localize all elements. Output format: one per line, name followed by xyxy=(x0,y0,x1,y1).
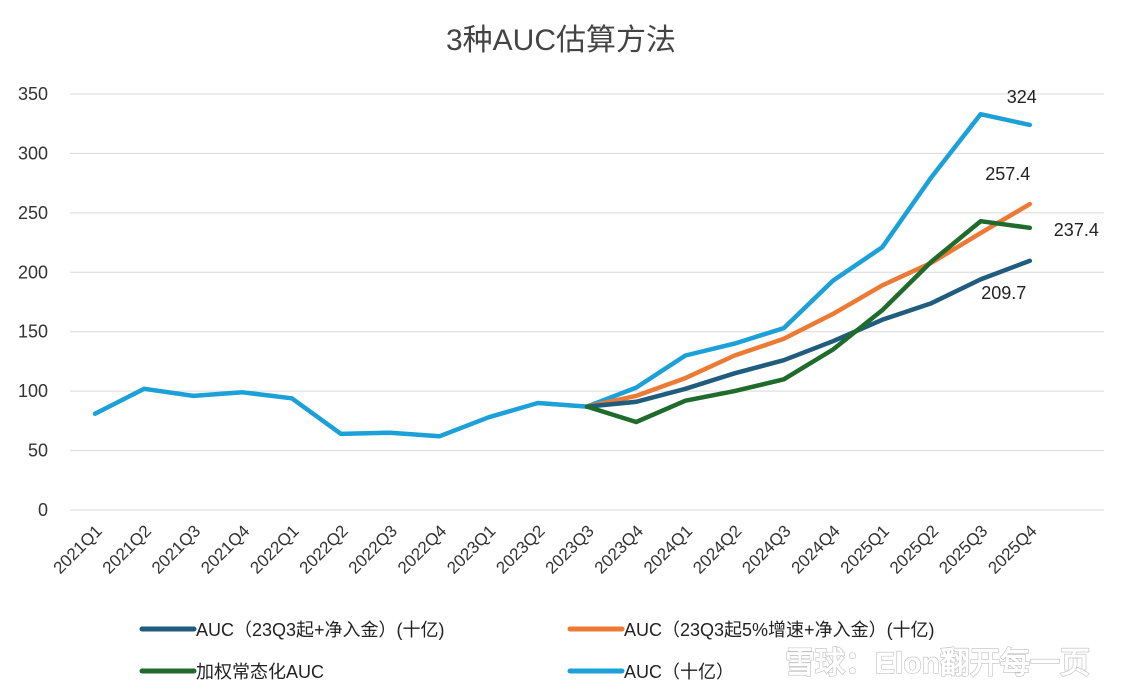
data-label: 209.7 xyxy=(981,283,1026,303)
data-labels: 324 257.4 237.4 209.7 xyxy=(981,87,1099,303)
x-tick-label: 2025Q3 xyxy=(935,521,991,577)
series-line-2 xyxy=(584,218,1033,425)
legend: AUC（23Q3起+净入金）(十亿) AUC（23Q3起5%增速+净入金）(十亿)… xyxy=(139,620,935,682)
x-tick-label: 2023Q1 xyxy=(443,521,499,577)
chart-title: 3种AUC估算方法 xyxy=(446,24,676,57)
x-tick-label: 2024Q2 xyxy=(689,521,745,577)
x-tick-label: 2024Q1 xyxy=(640,521,696,577)
y-tick-label: 0 xyxy=(38,500,48,520)
x-axis-ticks: 2021Q12021Q22021Q32021Q42022Q12022Q22022… xyxy=(50,521,1041,577)
y-tick-label: 50 xyxy=(28,441,48,461)
x-tick-label: 2021Q1 xyxy=(50,521,106,577)
x-tick-label: 2024Q4 xyxy=(788,521,844,577)
x-tick-label: 2023Q3 xyxy=(542,521,598,577)
y-tick-label: 300 xyxy=(18,143,48,163)
x-tick-label: 2023Q4 xyxy=(591,521,647,577)
legend-label-0: AUC（23Q3起+净入金）(十亿) xyxy=(196,620,445,640)
y-tick-label: 150 xyxy=(18,322,48,342)
y-axis-ticks: 0 50 100 150 200 250 300 350 xyxy=(18,84,48,520)
y-tick-label: 100 xyxy=(18,381,48,401)
legend-label-1: AUC（23Q3起5%增速+净入金）(十亿) xyxy=(624,620,935,640)
x-tick-label: 2021Q4 xyxy=(197,521,253,577)
y-tick-label: 350 xyxy=(18,84,48,104)
x-tick-label: 2025Q4 xyxy=(984,521,1040,577)
series-line-1 xyxy=(584,201,1033,409)
series-line-0 xyxy=(584,258,1033,409)
x-tick-label: 2022Q2 xyxy=(296,521,352,577)
x-tick-label: 2023Q2 xyxy=(492,521,548,577)
x-tick-label: 2025Q1 xyxy=(837,521,893,577)
y-tick-label: 200 xyxy=(18,262,48,282)
y-tick-label: 250 xyxy=(18,203,48,223)
data-label: 257.4 xyxy=(985,164,1030,184)
series-lines xyxy=(92,111,1033,439)
x-tick-label: 2022Q4 xyxy=(394,521,450,577)
x-tick-label: 2021Q3 xyxy=(148,521,204,577)
series-line-3 xyxy=(92,111,1033,439)
data-label: 324 xyxy=(1007,87,1037,107)
watermark: 雪球：Elon翻开每一页 xyxy=(785,646,1090,680)
x-tick-label: 2022Q3 xyxy=(345,521,401,577)
x-tick-label: 2025Q2 xyxy=(886,521,942,577)
x-tick-label: 2024Q3 xyxy=(738,521,794,577)
x-tick-label: 2021Q2 xyxy=(99,521,155,577)
legend-label-3: AUC（十亿） xyxy=(624,662,734,682)
legend-label-2: 加权常态化AUC xyxy=(196,662,324,682)
x-tick-label: 2022Q1 xyxy=(246,521,302,577)
data-label: 237.4 xyxy=(1054,220,1099,240)
